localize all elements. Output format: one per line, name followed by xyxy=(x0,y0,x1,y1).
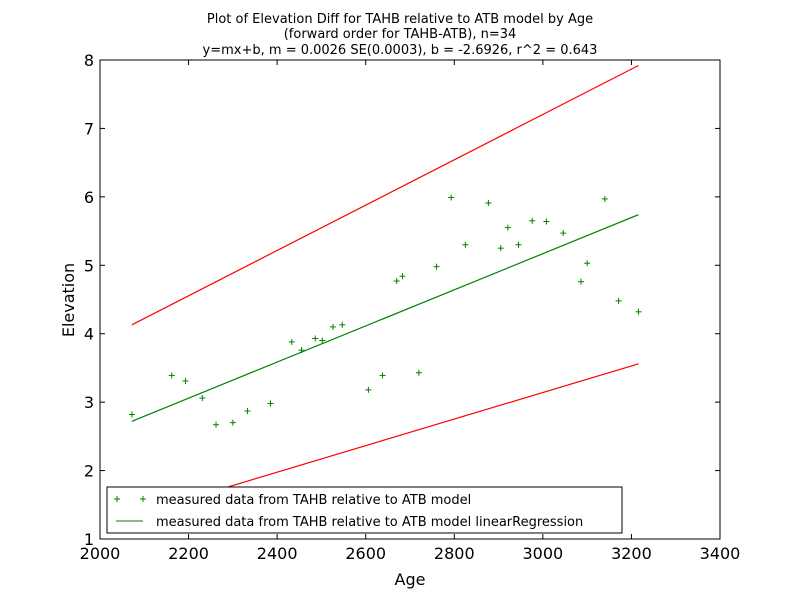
data-point xyxy=(448,194,455,201)
regression-line xyxy=(131,214,639,422)
data-point xyxy=(529,217,536,224)
data-point xyxy=(182,377,189,384)
data-point xyxy=(244,408,251,415)
data-point xyxy=(584,260,591,267)
data-point xyxy=(379,372,386,379)
chart-title-line-2: (forward order for TAHB-ATB), n=34 xyxy=(284,27,517,42)
legend: measured data from TAHB relative to ATB … xyxy=(106,486,623,534)
data-point xyxy=(319,337,326,344)
x-tick-label: 3200 xyxy=(611,544,652,563)
data-point xyxy=(415,369,422,376)
data-point xyxy=(267,400,274,407)
x-tick-label: 2400 xyxy=(257,544,298,563)
data-point xyxy=(497,245,504,252)
upper-bound-line xyxy=(131,64,639,326)
chart-title-line-3: y=mx+b, m = 0.0026 SE(0.0003), b = -2.69… xyxy=(203,43,598,58)
data-point xyxy=(462,241,469,248)
data-point xyxy=(615,297,622,304)
data-point xyxy=(577,278,584,285)
legend-marker xyxy=(114,496,120,502)
data-point xyxy=(312,335,319,342)
x-axis-label: Age xyxy=(395,570,426,589)
x-tick-label: 2800 xyxy=(434,544,475,563)
data-point xyxy=(229,419,236,426)
y-tick-label: 8 xyxy=(84,51,94,70)
y-axis-label: Elevation xyxy=(59,263,78,337)
x-tick-label: 2200 xyxy=(168,544,209,563)
y-tick-label: 2 xyxy=(84,462,94,481)
legend-box xyxy=(106,486,623,534)
ticks-layer: 2000 2200 2400 2600 2800 3000 3200 3400 1 2 3 4 5 6 7 8 xyxy=(80,51,741,563)
legend-label-measured-data: measured data from TAHB relative to ATB … xyxy=(156,493,471,508)
data-point xyxy=(485,200,492,207)
x-tick-label: 3400 xyxy=(700,544,741,563)
data-point xyxy=(365,386,372,393)
data-point xyxy=(168,372,175,379)
x-tick-label: 2000 xyxy=(80,544,121,563)
x-tick-label: 2600 xyxy=(345,544,386,563)
legend-scatter-marker xyxy=(114,496,146,502)
series-layer xyxy=(128,64,642,517)
x-tick-label: 3000 xyxy=(522,544,563,563)
data-point xyxy=(601,195,608,202)
data-point xyxy=(199,395,206,402)
chart-title-line-1: Plot of Elevation Diff for TAHB relative… xyxy=(207,12,593,27)
data-point xyxy=(504,224,511,231)
y-tick-label: 3 xyxy=(84,393,94,412)
data-point xyxy=(515,241,522,248)
legend-marker xyxy=(140,496,146,502)
data-point xyxy=(329,323,336,330)
y-tick-label: 5 xyxy=(84,256,94,275)
data-point xyxy=(635,308,642,315)
y-tick-label: 6 xyxy=(84,188,94,207)
data-point xyxy=(393,278,400,285)
legend-label-regression: measured data from TAHB relative to ATB … xyxy=(156,515,583,530)
data-point xyxy=(543,218,550,225)
data-point xyxy=(560,230,567,237)
y-tick-label: 4 xyxy=(84,325,94,344)
y-tick-label: 1 xyxy=(84,530,94,549)
y-tick-label: 7 xyxy=(84,119,94,138)
data-point xyxy=(213,421,220,428)
data-point xyxy=(433,263,440,270)
data-point xyxy=(339,321,346,328)
data-point xyxy=(128,411,135,418)
data-point xyxy=(288,338,295,345)
plot-frame xyxy=(99,59,721,540)
data-point xyxy=(399,273,406,280)
